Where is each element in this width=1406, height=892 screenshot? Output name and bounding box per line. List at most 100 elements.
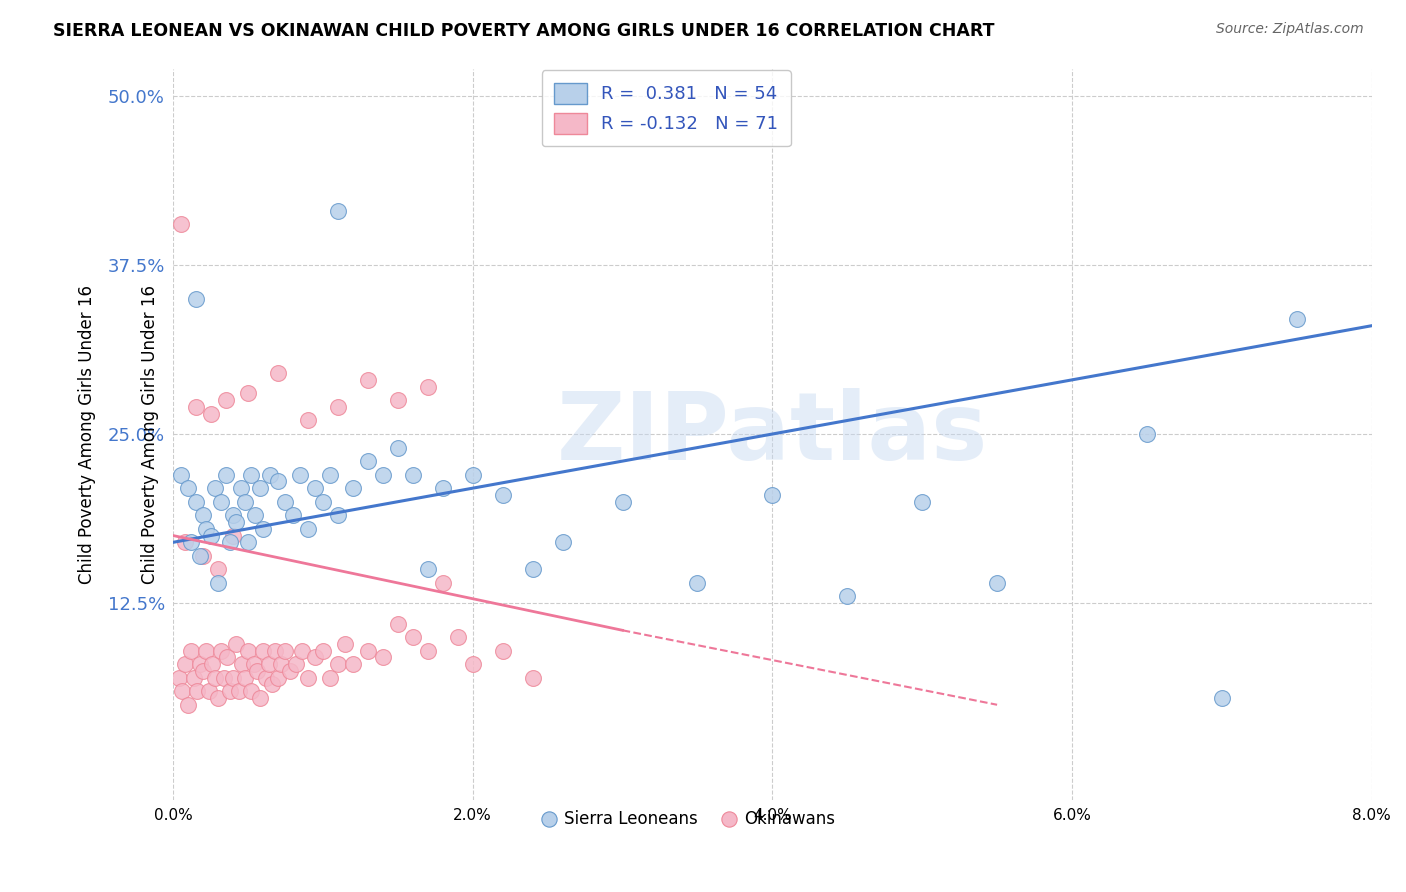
Point [195, 522, 218, 536]
Point [492, 488, 515, 502]
Point [357, 454, 380, 468]
Point [225, 637, 247, 651]
Point [219, 684, 242, 698]
Point [180, 535, 202, 549]
Point [198, 684, 221, 698]
Point [233, 494, 256, 508]
Text: Source: ZipAtlas.com: Source: ZipAtlas.com [1216, 22, 1364, 37]
Point [229, 481, 252, 495]
Point [257, 657, 280, 672]
Point [200, 407, 222, 421]
Point [228, 684, 250, 698]
Point [342, 657, 364, 672]
Point [837, 590, 859, 604]
Point [184, 494, 207, 508]
Point [260, 677, 283, 691]
Point [304, 481, 326, 495]
Point [207, 691, 229, 706]
Point [551, 535, 574, 549]
Point [432, 481, 454, 495]
Point [231, 657, 253, 672]
Point [911, 494, 934, 508]
Text: SIERRA LEONEAN VS OKINAWAN CHILD POVERTY AMONG GIRLS UNDER 16 CORRELATION CHART: SIERRA LEONEAN VS OKINAWAN CHILD POVERTY… [53, 22, 995, 40]
Point [319, 467, 342, 482]
Point [214, 393, 236, 408]
Point [222, 528, 245, 542]
Point [207, 576, 229, 591]
Point [432, 576, 454, 591]
Point [191, 664, 214, 678]
Point [270, 657, 292, 672]
Point [186, 684, 208, 698]
Point [342, 481, 364, 495]
Point [326, 508, 349, 523]
Point [174, 535, 197, 549]
Point [240, 467, 263, 482]
Point [188, 549, 211, 563]
Point [219, 535, 242, 549]
Point [236, 535, 259, 549]
Point [200, 528, 222, 542]
Point [204, 481, 226, 495]
Point [201, 657, 224, 672]
Point [297, 671, 319, 685]
Point [252, 643, 274, 657]
Point [169, 217, 191, 231]
Point [236, 643, 259, 657]
Point [180, 643, 202, 657]
Point [291, 643, 314, 657]
Point [267, 475, 290, 489]
Point [461, 657, 484, 672]
Point [177, 698, 200, 712]
Point [204, 671, 226, 685]
Point [209, 643, 232, 657]
Point [387, 393, 409, 408]
Point [312, 643, 335, 657]
Point [267, 366, 290, 380]
Point [1285, 312, 1308, 326]
Point [225, 515, 247, 529]
Point [371, 467, 394, 482]
Point [249, 691, 271, 706]
Point [174, 657, 197, 672]
Point [184, 292, 207, 306]
Point [326, 203, 349, 218]
Point [274, 643, 297, 657]
Point [416, 562, 439, 576]
Point [387, 441, 409, 455]
Point [304, 650, 326, 665]
Point [207, 562, 229, 576]
Text: ZIPatlas: ZIPatlas [557, 388, 988, 480]
Point [357, 373, 380, 387]
Point [264, 643, 287, 657]
Point [402, 630, 425, 644]
Point [335, 637, 357, 651]
Point [243, 657, 266, 672]
Point [278, 664, 301, 678]
Point [172, 684, 194, 698]
Y-axis label: Child Poverty Among Girls Under 16: Child Poverty Among Girls Under 16 [141, 285, 159, 583]
Point [492, 643, 515, 657]
Point [402, 467, 425, 482]
Point [326, 400, 349, 414]
Point [195, 643, 218, 657]
Point [222, 508, 245, 523]
Point [246, 664, 269, 678]
Point [522, 562, 544, 576]
Point [612, 494, 634, 508]
Point [214, 467, 236, 482]
Legend: Sierra Leoneans, Okinawans: Sierra Leoneans, Okinawans [536, 804, 842, 835]
Point [209, 494, 232, 508]
Point [259, 467, 281, 482]
Point [416, 643, 439, 657]
Point [184, 400, 207, 414]
Point [297, 522, 319, 536]
Point [447, 630, 470, 644]
Y-axis label: Child Poverty Among Girls Under 16: Child Poverty Among Girls Under 16 [79, 285, 96, 583]
Point [357, 643, 380, 657]
Point [183, 671, 205, 685]
Point [1211, 691, 1233, 706]
Point [986, 576, 1008, 591]
Point [267, 671, 290, 685]
Point [215, 650, 238, 665]
